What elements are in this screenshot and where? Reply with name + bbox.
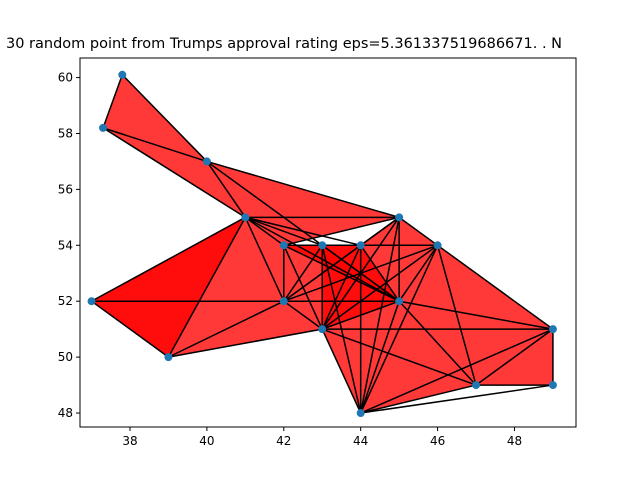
edge-9-10 <box>360 384 554 414</box>
data-point-7 <box>433 241 442 250</box>
triangle-21 <box>91 217 246 358</box>
edge-13-15 <box>283 244 362 302</box>
edge-4-5 <box>167 216 246 358</box>
x-tick-label-44: 44 <box>353 434 368 448</box>
x-tick-label-38: 38 <box>122 434 137 448</box>
edge-12-16 <box>283 244 400 302</box>
edge-8-16 <box>398 300 554 330</box>
edge-5-13 <box>244 217 285 302</box>
edge-3-5 <box>91 216 246 302</box>
edge-6-7 <box>398 216 439 246</box>
edge-11-16 <box>398 300 477 386</box>
data-point-2 <box>202 157 211 166</box>
edge-6-12 <box>283 216 400 247</box>
y-tick-label-60: 60 <box>58 71 73 85</box>
y-tick-label-56: 56 <box>58 182 73 196</box>
data-points <box>87 70 557 418</box>
x-tick-label-40: 40 <box>199 434 214 448</box>
edge-4-14 <box>168 328 323 358</box>
x-tick-label-48: 48 <box>507 434 522 448</box>
triangle-0 <box>103 74 207 162</box>
edge-8-10 <box>360 328 554 414</box>
data-point-10 <box>356 409 365 418</box>
edge-0-2 <box>121 74 208 162</box>
data-point-9 <box>548 381 557 390</box>
data-point-1 <box>99 123 108 132</box>
edge-13-14 <box>283 300 323 330</box>
edge-10-14 <box>321 328 362 414</box>
edge-5-16 <box>244 216 400 302</box>
triangle-11 <box>168 301 323 358</box>
data-point-17 <box>318 241 327 250</box>
chart-title: 30 random point from Trumps approval rat… <box>6 36 563 52</box>
edge-7-11 <box>436 245 477 386</box>
data-point-13 <box>279 297 288 306</box>
x-tick-label-46: 46 <box>430 434 445 448</box>
data-point-4 <box>164 353 173 362</box>
data-point-16 <box>395 297 404 306</box>
edge-4-13 <box>168 300 285 358</box>
edge-14-15 <box>321 244 362 330</box>
edge-10-17 <box>321 245 362 414</box>
data-point-8 <box>548 325 557 334</box>
edge-10-16 <box>359 300 400 414</box>
y-tick-label-54: 54 <box>58 238 73 252</box>
edge-2-16 <box>206 160 400 302</box>
edge-1-2 <box>102 127 208 163</box>
edge-2-5 <box>206 161 246 218</box>
y-tick-label-48: 48 <box>58 406 73 420</box>
data-point-12 <box>279 241 288 250</box>
y-axis-ticks: 48 50 52 54 56 58 60 <box>58 71 80 420</box>
edge-2-6 <box>206 160 400 219</box>
edge-11-14 <box>321 328 477 386</box>
edge-7-16 <box>398 244 439 302</box>
edge-8-11 <box>475 328 554 386</box>
edge-6-10 <box>359 217 400 414</box>
edge-5-12 <box>244 216 285 246</box>
edge-0-1 <box>102 74 123 129</box>
edge-10-11 <box>360 384 477 414</box>
y-tick-label-50: 50 <box>58 350 73 364</box>
data-point-11 <box>472 381 481 390</box>
edge-3-4 <box>91 300 169 358</box>
edge-5-17 <box>245 216 323 247</box>
triangle-12 <box>168 217 284 358</box>
edge-15-16 <box>360 244 400 302</box>
data-point-3 <box>87 297 96 306</box>
edge-7-14 <box>321 244 439 330</box>
x-tick-label-42: 42 <box>276 434 291 448</box>
data-point-0 <box>118 70 127 79</box>
data-point-14 <box>318 325 327 334</box>
y-tick-label-58: 58 <box>58 126 73 140</box>
data-point-6 <box>395 213 404 222</box>
edge-7-8 <box>437 244 554 330</box>
axes-frame <box>79 57 577 428</box>
data-point-5 <box>241 213 250 222</box>
data-point-15 <box>356 241 365 250</box>
edge-1-5 <box>102 127 246 218</box>
y-tick-label-52: 52 <box>58 294 73 308</box>
x-axis-ticks: 38 40 42 44 46 48 <box>122 427 522 448</box>
triangle-edges <box>91 74 554 414</box>
edge-13-17 <box>283 244 323 302</box>
